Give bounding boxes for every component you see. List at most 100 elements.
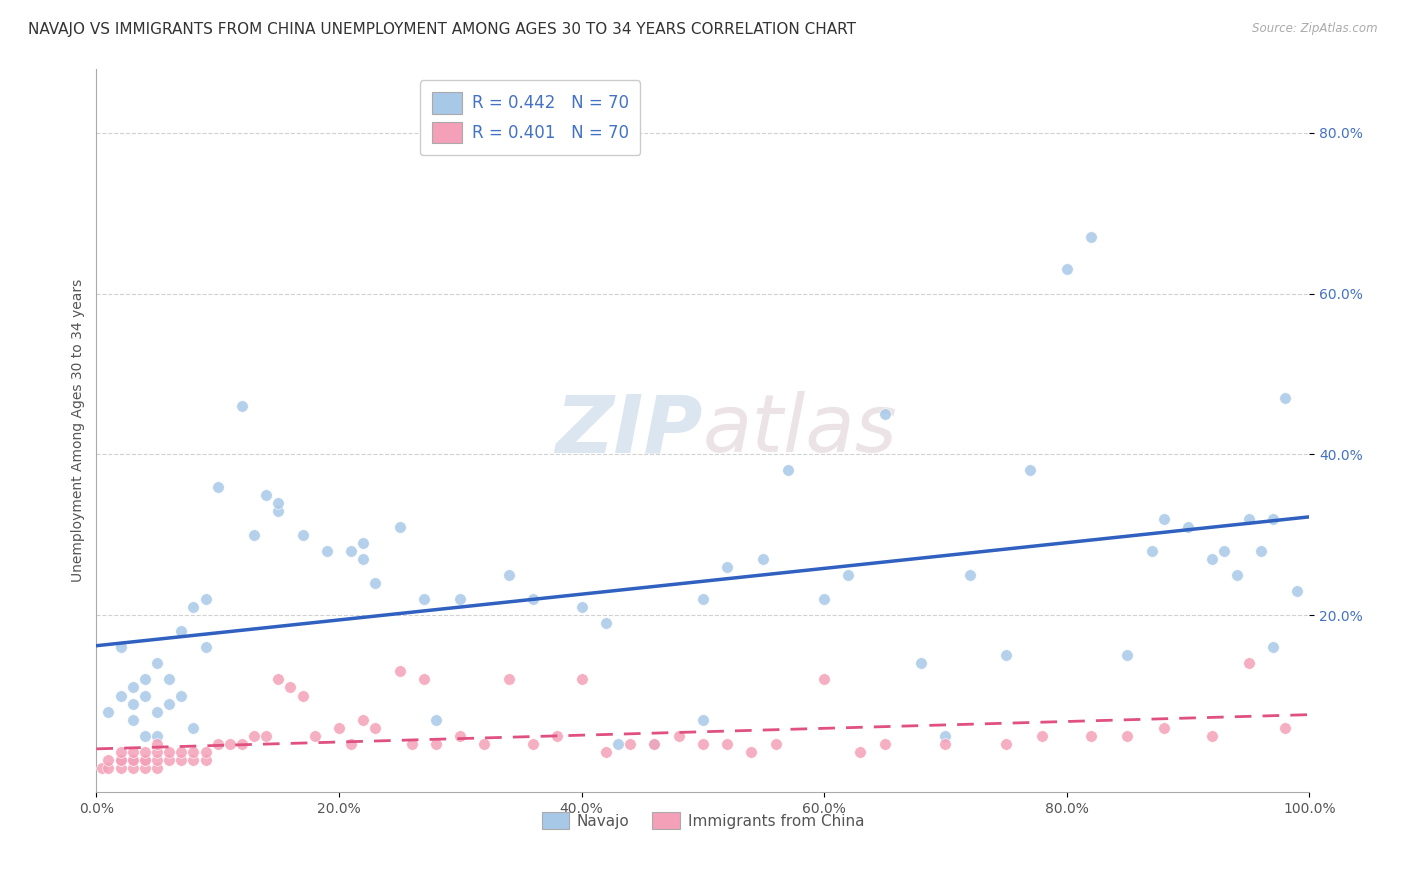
Point bbox=[97, 761, 120, 775]
Point bbox=[837, 568, 859, 582]
Point bbox=[231, 737, 253, 751]
Point bbox=[267, 673, 290, 687]
Point bbox=[267, 495, 290, 509]
Point bbox=[207, 479, 229, 493]
Point bbox=[1140, 544, 1163, 558]
Point bbox=[121, 753, 143, 767]
Point bbox=[121, 713, 143, 727]
Point bbox=[643, 737, 665, 751]
Point bbox=[571, 600, 593, 615]
Point bbox=[1261, 640, 1284, 655]
Point bbox=[352, 713, 374, 727]
Point bbox=[1237, 511, 1260, 525]
Point bbox=[716, 737, 738, 751]
Point bbox=[401, 737, 423, 751]
Point bbox=[1274, 721, 1296, 735]
Point bbox=[243, 729, 266, 743]
Point bbox=[606, 737, 628, 751]
Point bbox=[157, 753, 180, 767]
Point bbox=[425, 737, 447, 751]
Point bbox=[340, 737, 363, 751]
Point bbox=[910, 657, 932, 671]
Point bbox=[97, 753, 120, 767]
Point bbox=[1213, 544, 1236, 558]
Point bbox=[364, 721, 387, 735]
Point bbox=[170, 689, 193, 703]
Point bbox=[134, 753, 156, 767]
Point bbox=[412, 592, 434, 607]
Point bbox=[1237, 657, 1260, 671]
Point bbox=[873, 737, 896, 751]
Point bbox=[243, 527, 266, 541]
Text: NAVAJO VS IMMIGRANTS FROM CHINA UNEMPLOYMENT AMONG AGES 30 TO 34 YEARS CORRELATI: NAVAJO VS IMMIGRANTS FROM CHINA UNEMPLOY… bbox=[28, 22, 856, 37]
Point bbox=[474, 737, 496, 751]
Point bbox=[194, 592, 217, 607]
Point bbox=[364, 576, 387, 591]
Point bbox=[267, 503, 290, 517]
Point bbox=[157, 673, 180, 687]
Point bbox=[498, 568, 520, 582]
Y-axis label: Unemployment Among Ages 30 to 34 years: Unemployment Among Ages 30 to 34 years bbox=[72, 278, 86, 582]
Point bbox=[91, 761, 114, 775]
Point bbox=[231, 399, 253, 413]
Point bbox=[740, 745, 762, 759]
Point bbox=[146, 753, 169, 767]
Point bbox=[121, 761, 143, 775]
Point bbox=[280, 681, 302, 695]
Point bbox=[668, 729, 690, 743]
Point bbox=[194, 640, 217, 655]
Point bbox=[1274, 391, 1296, 405]
Point bbox=[340, 544, 363, 558]
Point bbox=[110, 753, 132, 767]
Point bbox=[1080, 729, 1102, 743]
Point bbox=[218, 737, 240, 751]
Point bbox=[595, 745, 617, 759]
Point bbox=[449, 592, 471, 607]
Point bbox=[498, 673, 520, 687]
Point bbox=[254, 729, 277, 743]
Point bbox=[765, 737, 787, 751]
Point bbox=[995, 648, 1018, 663]
Point bbox=[1201, 729, 1223, 743]
Point bbox=[692, 592, 714, 607]
Point bbox=[692, 713, 714, 727]
Point bbox=[134, 689, 156, 703]
Point bbox=[121, 753, 143, 767]
Point bbox=[643, 737, 665, 751]
Point bbox=[110, 753, 132, 767]
Point bbox=[194, 745, 217, 759]
Point bbox=[183, 600, 205, 615]
Point bbox=[146, 761, 169, 775]
Point bbox=[692, 737, 714, 751]
Point bbox=[352, 535, 374, 549]
Point bbox=[388, 665, 411, 679]
Point bbox=[959, 568, 981, 582]
Point bbox=[1116, 729, 1139, 743]
Point bbox=[595, 616, 617, 631]
Point bbox=[110, 689, 132, 703]
Point bbox=[183, 745, 205, 759]
Point bbox=[170, 753, 193, 767]
Point bbox=[776, 463, 799, 477]
Point bbox=[291, 527, 314, 541]
Point bbox=[157, 745, 180, 759]
Point bbox=[1019, 463, 1042, 477]
Point bbox=[134, 761, 156, 775]
Point bbox=[1153, 511, 1175, 525]
Point bbox=[134, 729, 156, 743]
Point bbox=[183, 721, 205, 735]
Point bbox=[1201, 552, 1223, 566]
Point bbox=[1225, 568, 1247, 582]
Point bbox=[146, 705, 169, 719]
Point bbox=[388, 519, 411, 533]
Point bbox=[134, 753, 156, 767]
Point bbox=[194, 753, 217, 767]
Point bbox=[752, 552, 775, 566]
Point bbox=[412, 673, 434, 687]
Point bbox=[110, 640, 132, 655]
Point bbox=[1080, 230, 1102, 244]
Point bbox=[207, 737, 229, 751]
Point bbox=[146, 745, 169, 759]
Point bbox=[1056, 262, 1078, 277]
Point bbox=[813, 592, 835, 607]
